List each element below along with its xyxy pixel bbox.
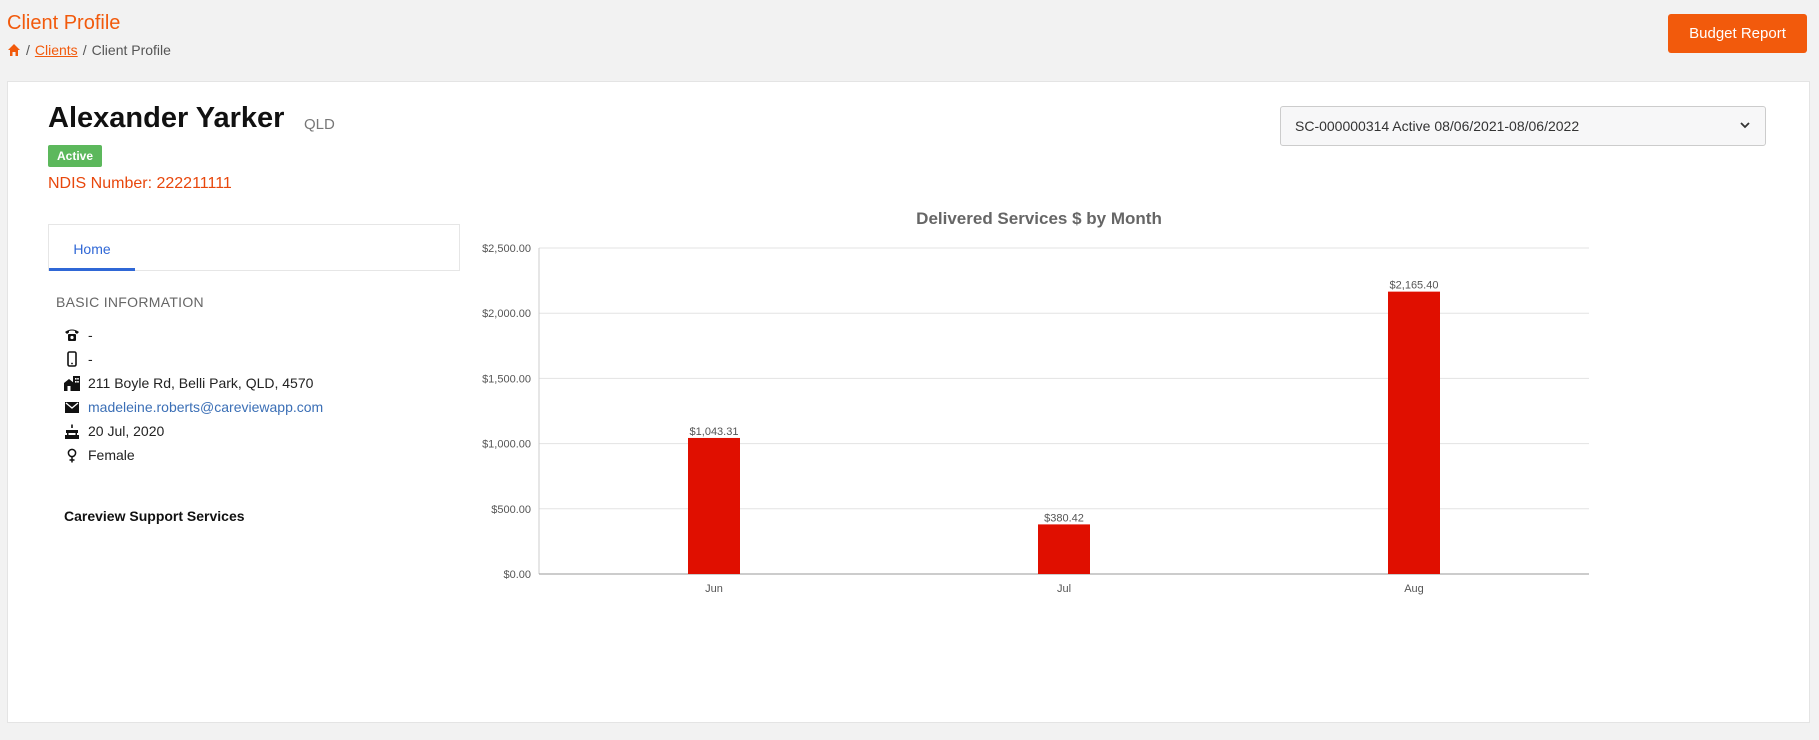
dob-value: 20 Jul, 2020 — [88, 423, 165, 439]
basic-information-heading: BASIC INFORMATION — [56, 294, 204, 310]
page-title: Client Profile — [7, 12, 121, 34]
address-row: 211 Boyle Rd, Belli Park, QLD, 4570 — [64, 375, 313, 391]
email-row: madeleine.roberts@careviewapp.com — [64, 399, 323, 415]
bar — [1388, 291, 1440, 574]
breadcrumb: / Clients / Client Profile — [7, 42, 171, 58]
mobile-row: - — [64, 351, 93, 367]
plan-select-value: SC-000000314 Active 08/06/2021-08/06/202… — [1295, 118, 1580, 134]
email-link[interactable]: madeleine.roberts@careviewapp.com — [88, 399, 324, 415]
delivered-services-chart: Delivered Services $ by Month $0.00 $500.0… — [478, 198, 1798, 718]
chart-title: Delivered Services $ by Month — [916, 209, 1162, 228]
data-label: $380.42 — [1044, 512, 1084, 524]
x-tick-label: Aug — [1404, 583, 1424, 595]
chevron-down-icon — [1739, 118, 1751, 134]
status-badge: Active — [48, 145, 103, 167]
dob-row: 20 Jul, 2020 — [64, 423, 164, 439]
mobile-value: - — [88, 351, 93, 367]
breadcrumb-separator: / — [26, 42, 30, 58]
client-name: Alexander Yarker — [48, 102, 285, 134]
x-tick-label: Jul — [1057, 583, 1071, 595]
client-state: QLD — [304, 116, 335, 133]
x-tick-label: Jun — [705, 583, 723, 595]
tab-home[interactable]: Home — [49, 225, 135, 271]
phone-row: - — [64, 327, 93, 343]
gender-row: Female — [64, 447, 135, 463]
organisation-name: Careview Support Services — [64, 508, 245, 524]
budget-report-button[interactable]: Budget Report — [1668, 14, 1807, 53]
bar — [688, 437, 740, 574]
y-tick-label: $0.00 — [503, 569, 531, 581]
y-tick-label: $2,000.00 — [482, 308, 531, 320]
building-icon — [64, 375, 80, 391]
bar — [1038, 524, 1090, 574]
birthday-cake-icon — [64, 423, 80, 439]
y-tick-label: $2,500.00 — [482, 243, 531, 255]
ndis-number: NDIS Number: 222211111 — [48, 175, 232, 192]
breadcrumb-separator: / — [82, 42, 87, 58]
female-icon — [64, 447, 80, 463]
plan-select[interactable]: SC-000000314 Active 08/06/2021-08/06/202… — [1280, 106, 1766, 146]
y-tick-label: $500.00 — [491, 504, 531, 516]
phone-icon — [64, 327, 80, 343]
gender-value: Female — [88, 447, 135, 463]
y-tick-label: $1,000.00 — [482, 439, 531, 451]
chart-svg: Delivered Services $ by Month $0.00 $500.0… — [482, 209, 1589, 595]
y-tick-label: $1,500.00 — [482, 373, 531, 385]
breadcrumb-clients-link[interactable]: Clients — [34, 42, 78, 58]
envelope-icon — [64, 399, 80, 415]
home-icon[interactable] — [7, 43, 21, 57]
breadcrumb-current: Client Profile — [91, 42, 171, 58]
client-profile-card: Alexander Yarker QLD Active NDIS Number:… — [7, 81, 1810, 723]
data-label: $2,165.40 — [1390, 280, 1439, 292]
mobile-icon — [64, 351, 80, 367]
profile-tabs: Home — [48, 224, 460, 271]
data-label: $1,043.31 — [690, 426, 739, 438]
phone-value: - — [88, 327, 93, 343]
address-value: 211 Boyle Rd, Belli Park, QLD, 4570 — [88, 375, 314, 391]
